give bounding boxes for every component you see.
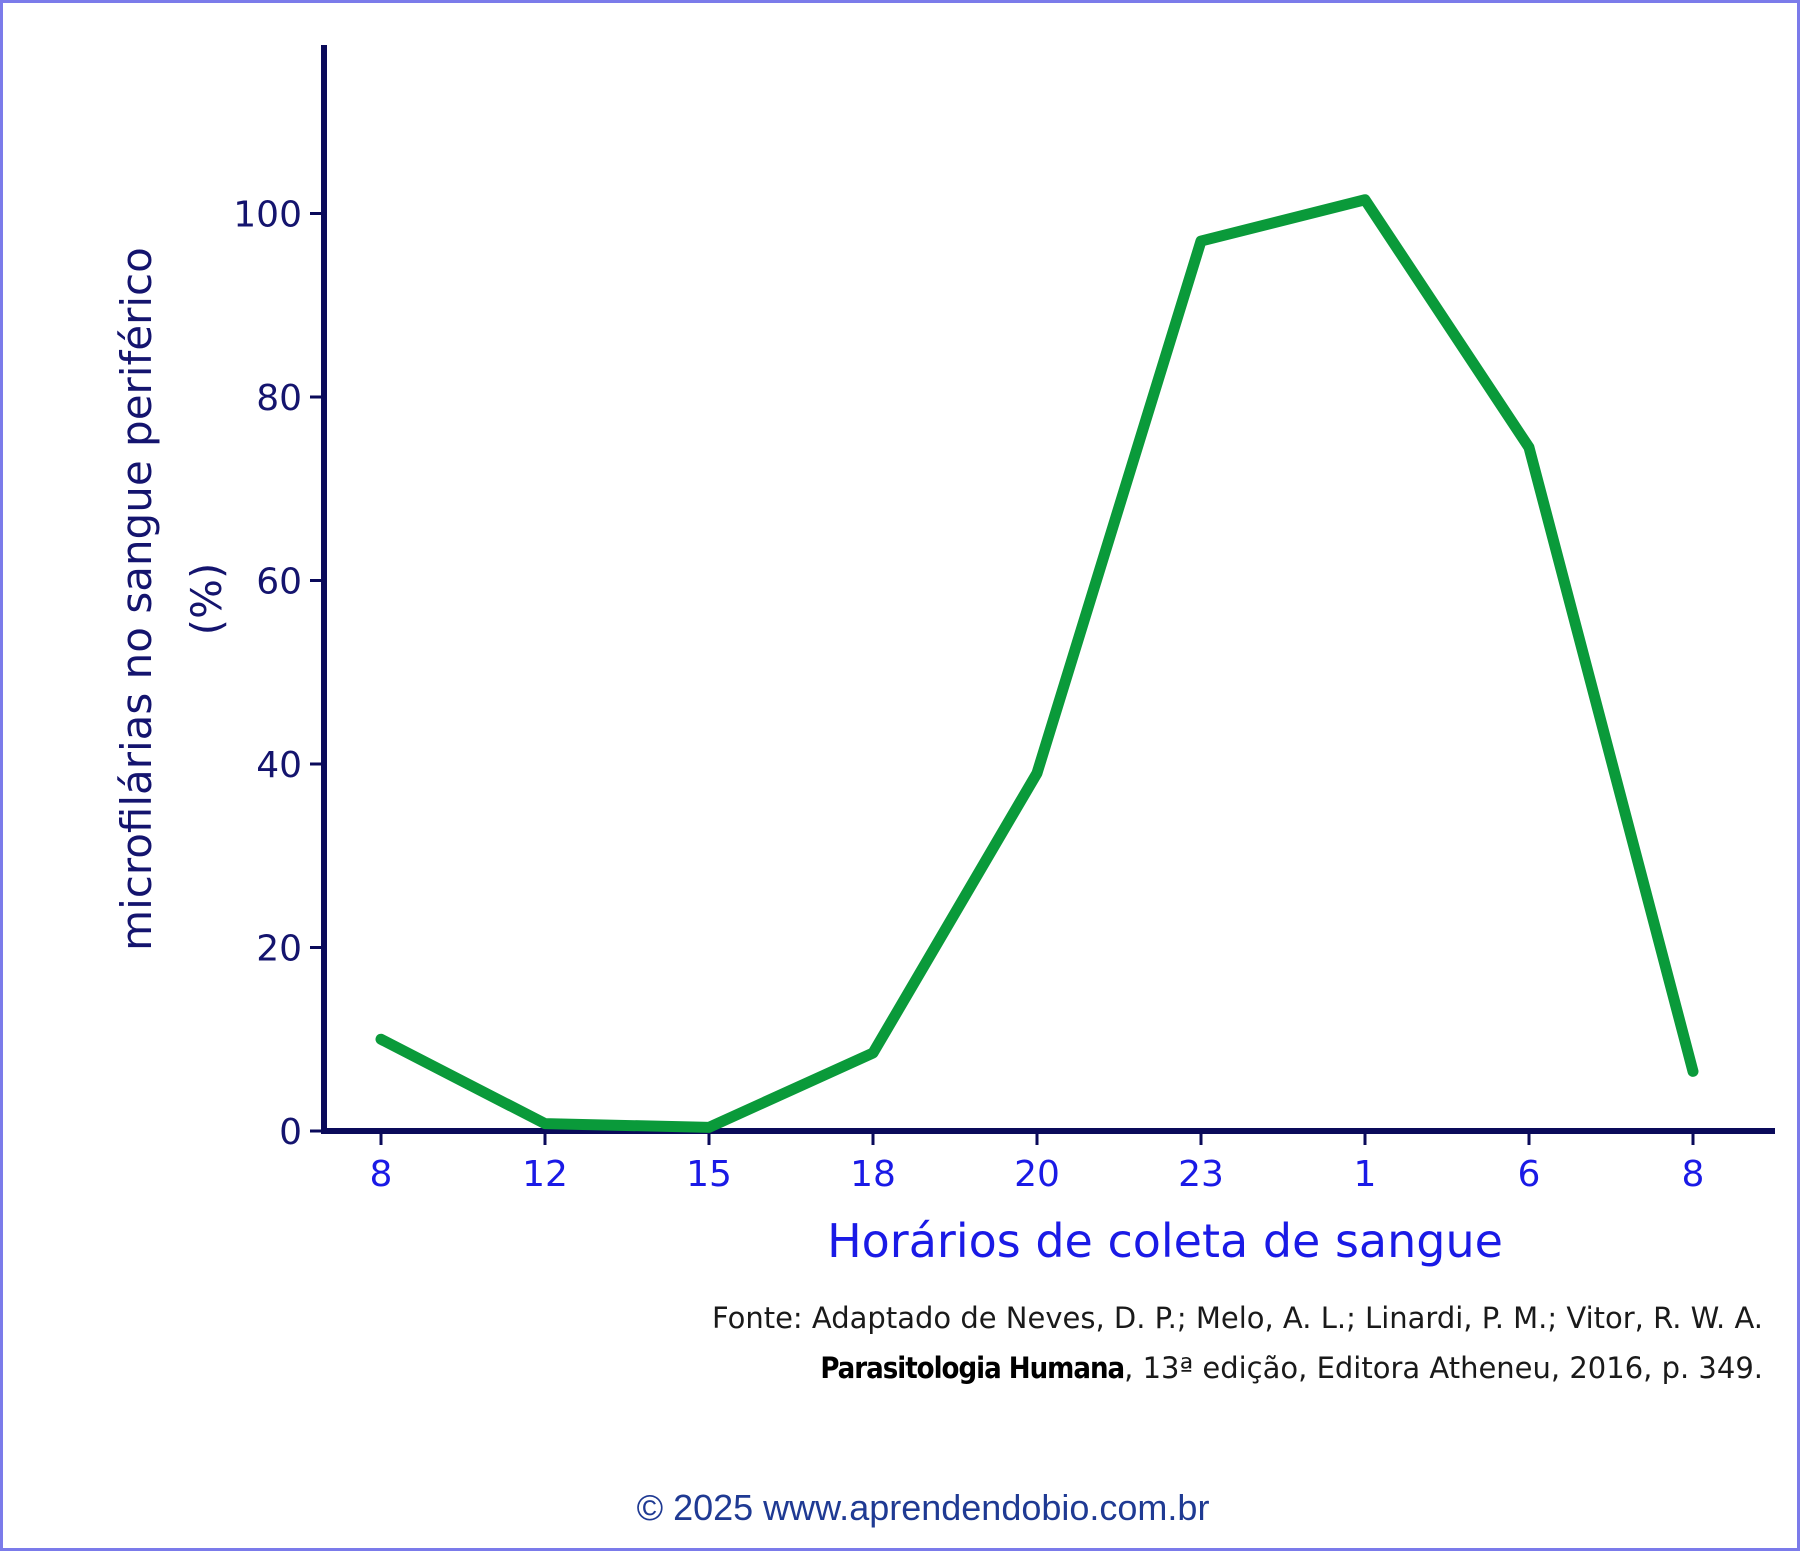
source-citation-line1: Fonte: Adaptado de Neves, D. P.; Melo, A… [711, 1301, 1763, 1335]
y-tick-label: 100 [233, 195, 302, 236]
y-axis-label-line2: (%) [182, 563, 231, 636]
x-tick-label: 20 [1014, 1154, 1060, 1195]
x-tick-label: 8 [1682, 1154, 1705, 1195]
y-tick-label: 80 [256, 378, 302, 419]
y-tick-label: 40 [256, 745, 302, 786]
y-tick-label: 0 [279, 1112, 302, 1153]
x-tick-label: 8 [370, 1154, 393, 1195]
source-citation-line2: Parasitologia Humana, 13ª edição, Editor… [820, 1351, 1763, 1385]
x-axis-label: Horários de coleta de sangue [827, 1214, 1503, 1268]
y-tick-label: 60 [256, 562, 302, 603]
book-title: Parasitologia Humana [820, 1351, 1125, 1385]
line-chart: 0 20 40 60 80 100 8 12 15 18 20 23 1 6 8 microfilária… [112, 45, 1775, 1268]
y-tick-label: 20 [256, 929, 302, 970]
x-tick-label: 12 [522, 1154, 568, 1195]
y-axis-ticks: 0 20 40 60 80 100 [233, 195, 324, 1153]
source-citation-details: , 13ª edição, Editora Atheneu, 2016, p. … [1124, 1351, 1763, 1385]
x-tick-label: 23 [1178, 1154, 1224, 1195]
y-axis-label-line1: microfilárias no sangue periférico [112, 247, 161, 951]
series-line-microfilarias [375, 194, 1699, 1133]
x-tick-label: 6 [1518, 1154, 1541, 1195]
x-tick-label: 1 [1354, 1154, 1377, 1195]
x-axis-ticks: 8 12 15 18 20 23 1 6 8 [370, 1131, 1705, 1195]
copyright-notice: © 2025 www.aprendendobio.com.br [636, 1487, 1210, 1528]
x-tick-label: 15 [686, 1154, 732, 1195]
x-tick-label: 18 [850, 1154, 896, 1195]
